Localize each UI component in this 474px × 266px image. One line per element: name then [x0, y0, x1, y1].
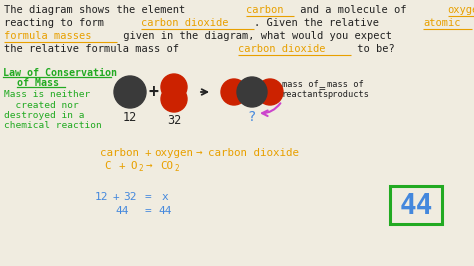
Text: +: +: [144, 148, 151, 158]
Circle shape: [161, 74, 187, 100]
Text: 32: 32: [123, 192, 137, 202]
Text: formula masses: formula masses: [4, 31, 91, 41]
Text: 44: 44: [158, 206, 172, 216]
Text: 12: 12: [95, 192, 109, 202]
Text: and: and: [472, 18, 474, 28]
Text: ?: ?: [248, 110, 256, 124]
Text: oxygen: oxygen: [154, 148, 193, 158]
Text: carbon: carbon: [246, 5, 283, 15]
Text: carbon: carbon: [100, 148, 139, 158]
Text: 44: 44: [399, 192, 433, 220]
Text: +: +: [149, 83, 159, 101]
Text: chemical reaction: chemical reaction: [4, 122, 102, 131]
Circle shape: [221, 79, 247, 105]
Text: =: =: [145, 206, 152, 216]
Text: mass of: mass of: [282, 80, 319, 89]
Text: the relative formula mass of: the relative formula mass of: [4, 44, 185, 54]
Text: created nor: created nor: [4, 101, 79, 110]
Text: and a molecule of: and a molecule of: [294, 5, 413, 15]
FancyBboxPatch shape: [390, 186, 442, 224]
Text: oxygen: oxygen: [447, 5, 474, 15]
Text: 32: 32: [167, 114, 181, 127]
Text: atomic: atomic: [423, 18, 461, 28]
Text: of Mass: of Mass: [17, 78, 59, 88]
Text: =: =: [319, 84, 326, 94]
Text: x: x: [162, 192, 169, 202]
Text: →: →: [146, 161, 153, 171]
Text: given in the diagram, what would you expect: given in the diagram, what would you exp…: [117, 31, 392, 41]
Text: 12: 12: [123, 111, 137, 124]
Text: O: O: [130, 161, 137, 171]
Circle shape: [237, 77, 267, 107]
Text: carbon dioxide: carbon dioxide: [141, 18, 228, 28]
Text: 2: 2: [174, 164, 179, 173]
Text: carbon dioxide: carbon dioxide: [238, 44, 325, 54]
Text: reacting to form: reacting to form: [4, 18, 110, 28]
Circle shape: [257, 79, 283, 105]
Text: mass of: mass of: [327, 80, 364, 89]
Text: reactants: reactants: [282, 90, 329, 99]
Circle shape: [114, 76, 146, 108]
Text: =: =: [145, 192, 152, 202]
Text: carbon dioxide: carbon dioxide: [208, 148, 299, 158]
Text: +: +: [113, 192, 120, 202]
Text: C: C: [104, 161, 110, 171]
Text: products: products: [327, 90, 369, 99]
Text: +: +: [118, 161, 125, 171]
Circle shape: [161, 86, 187, 112]
Text: . Given the relative: . Given the relative: [254, 18, 385, 28]
Text: 2: 2: [138, 164, 143, 173]
Text: CO: CO: [160, 161, 173, 171]
Text: Law of Conservation: Law of Conservation: [3, 68, 117, 78]
Text: Mass is neither: Mass is neither: [4, 90, 90, 99]
Text: destroyed in a: destroyed in a: [4, 111, 84, 120]
Text: The diagram shows the element: The diagram shows the element: [4, 5, 191, 15]
Text: 44: 44: [115, 206, 128, 216]
Text: to be?: to be?: [351, 44, 394, 54]
Text: →: →: [196, 148, 202, 158]
